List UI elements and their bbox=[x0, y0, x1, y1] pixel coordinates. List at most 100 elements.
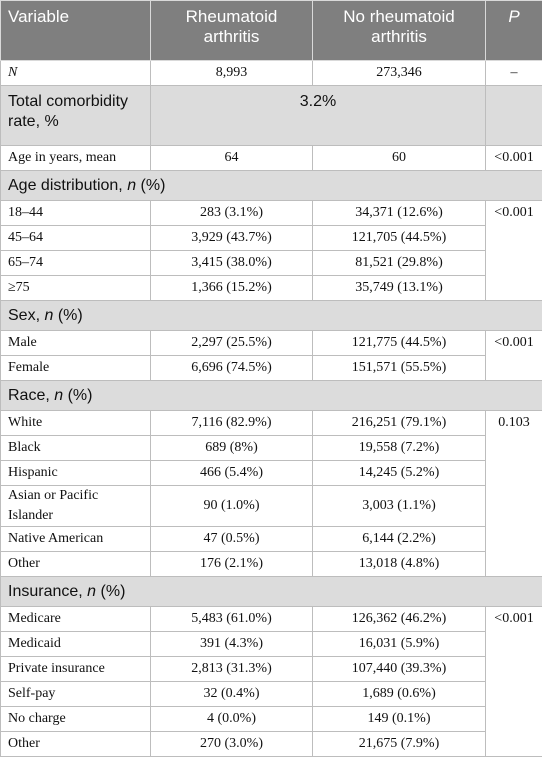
table-cell: <0.001 bbox=[485, 145, 542, 171]
cell-text: n bbox=[44, 306, 54, 324]
table-cell: 107,440 (39.3%) bbox=[312, 656, 486, 682]
cell-text: 3,415 (38.0%) bbox=[191, 255, 272, 270]
cell-text: <0.001 bbox=[494, 335, 534, 350]
table-cell: 35,749 (13.1%) bbox=[312, 275, 486, 301]
table-cell: Self-pay bbox=[0, 681, 151, 707]
table-row: Age distribution, n (%) bbox=[0, 170, 542, 201]
cell-text: 6,696 (74.5%) bbox=[191, 360, 272, 375]
cell-text: 1,689 (0.6%) bbox=[362, 686, 436, 701]
table-row: Male 2,297 (25.5%) 121,775 (44.5%) <0.001 bbox=[0, 330, 542, 381]
section-header: Insurance, n (%) bbox=[0, 576, 542, 607]
cell-text: 0.103 bbox=[498, 415, 530, 430]
table-cell: 8,993 bbox=[150, 60, 313, 86]
table-row: Race, n (%) bbox=[0, 380, 542, 411]
cell-text: Sex, bbox=[8, 306, 45, 324]
cell-text: 5,483 (61.0%) bbox=[191, 611, 272, 626]
table-cell: 149 (0.1%) bbox=[312, 706, 486, 732]
cell-text: White bbox=[8, 415, 43, 430]
table-row: N 8,993 273,346 – bbox=[0, 60, 542, 86]
table-row: Female 6,696 (74.5%) 151,571 (55.5%) bbox=[0, 355, 542, 381]
table-cell: Other bbox=[0, 551, 151, 577]
cell-text: No rheumatoid arthritis bbox=[343, 7, 455, 46]
table-cell: 3.2% bbox=[150, 85, 486, 146]
table-row: ≥75 1,366 (15.2%) 35,749 (13.1%) bbox=[0, 275, 542, 301]
cell-text: Black bbox=[8, 440, 41, 455]
cell-text: 47 (0.5%) bbox=[203, 531, 260, 546]
table-row: Variable Rheumatoid arthritis No rheumatoi… bbox=[0, 0, 542, 61]
cell-text: 1,366 (15.2%) bbox=[191, 280, 272, 295]
cell-text: Native American bbox=[8, 531, 104, 546]
table-cell: Black bbox=[0, 435, 151, 461]
header-cell: P bbox=[485, 0, 542, 61]
table-row: Medicare 5,483 (61.0%) 126,362 (46.2%) <0.0… bbox=[0, 606, 542, 757]
cell-text: N bbox=[8, 65, 18, 80]
table-cell: Private insurance bbox=[0, 656, 151, 682]
cell-text: 3.2% bbox=[299, 93, 337, 110]
cell-text: 21,675 (7.9%) bbox=[358, 736, 440, 751]
table-row: White 7,116 (82.9%) 216,251 (79.1%) 0.103 bbox=[0, 410, 542, 577]
table-cell: 2,297 (25.5%) bbox=[150, 330, 313, 356]
table-cell: 81,521 (29.8%) bbox=[312, 250, 486, 276]
table-cell: 18–44 bbox=[0, 200, 151, 226]
table-cell: 391 (4.3%) bbox=[150, 631, 313, 657]
table-cell: 3,003 (1.1%) bbox=[312, 485, 486, 527]
table-cell: 1,366 (15.2%) bbox=[150, 275, 313, 301]
cell-text: (%) bbox=[53, 306, 83, 324]
cell-text: 18–44 bbox=[8, 205, 43, 220]
cell-text: Variable bbox=[8, 7, 70, 26]
cell-text: 7,116 (82.9%) bbox=[191, 415, 272, 430]
cell-text: 149 (0.1%) bbox=[367, 711, 431, 726]
cell-text: 151,571 (55.5%) bbox=[351, 360, 447, 375]
cell-text: Rheumatoid arthritis bbox=[185, 7, 278, 46]
cell-text: Race, bbox=[8, 386, 55, 404]
table-cell: – bbox=[485, 60, 542, 86]
table-row: Total comorbidity rate, % 3.2% bbox=[0, 85, 542, 146]
table-cell bbox=[485, 85, 542, 146]
cell-text: ≥75 bbox=[8, 280, 30, 295]
table-cell: 90 (1.0%) bbox=[150, 485, 313, 527]
table-cell: Age in years, mean bbox=[0, 145, 151, 171]
table-cell: Hispanic bbox=[0, 460, 151, 486]
table-row: Asian or Pacific Islander 90 (1.0%) 3,003 … bbox=[0, 485, 542, 527]
table-row: Sex, n (%) bbox=[0, 300, 542, 331]
table-cell: Medicare bbox=[0, 606, 151, 632]
cell-text: 14,245 (5.2%) bbox=[358, 465, 440, 480]
table-cell: 270 (3.0%) bbox=[150, 731, 313, 757]
cell-text: 283 (3.1%) bbox=[200, 205, 263, 220]
p-value-cell: 0.103 bbox=[485, 410, 542, 577]
table-cell: Native American bbox=[0, 526, 151, 552]
table-cell: 3,929 (43.7%) bbox=[150, 225, 313, 251]
table-cell: Asian or Pacific Islander bbox=[0, 485, 151, 527]
cell-text: P bbox=[508, 7, 520, 26]
p-value-cell: <0.001 bbox=[485, 200, 542, 301]
cell-text: 6,144 (2.2%) bbox=[362, 531, 436, 546]
cell-text: 126,362 (46.2%) bbox=[351, 611, 447, 626]
cell-text: 65–74 bbox=[8, 255, 43, 270]
cell-text: 34,371 (12.6%) bbox=[355, 205, 443, 220]
table-cell: White bbox=[0, 410, 151, 436]
table-row: Medicaid 391 (4.3%) 16,031 (5.9%) bbox=[0, 631, 542, 657]
cell-text: (%) bbox=[136, 176, 166, 194]
cell-text: 2,297 (25.5%) bbox=[191, 335, 272, 350]
table-cell: Male bbox=[0, 330, 151, 356]
table-cell: 19,558 (7.2%) bbox=[312, 435, 486, 461]
table-cell: No charge bbox=[0, 706, 151, 732]
cell-text: Private insurance bbox=[8, 661, 105, 676]
cell-text: 60 bbox=[392, 150, 406, 165]
cell-text: Total comorbidity rate, % bbox=[8, 93, 129, 130]
table-cell: 151,571 (55.5%) bbox=[312, 355, 486, 381]
table-cell: 64 bbox=[150, 145, 313, 171]
cell-text: 216,251 (79.1%) bbox=[351, 415, 447, 430]
table-cell: ≥75 bbox=[0, 275, 151, 301]
table-cell: 16,031 (5.9%) bbox=[312, 631, 486, 657]
cell-text: 3,003 (1.1%) bbox=[362, 498, 436, 513]
cell-text: 121,705 (44.5%) bbox=[351, 230, 447, 245]
cell-text: Female bbox=[8, 360, 50, 375]
table-cell: 3,415 (38.0%) bbox=[150, 250, 313, 276]
cell-text: 35,749 (13.1%) bbox=[355, 280, 443, 295]
table-cell: 689 (8%) bbox=[150, 435, 313, 461]
cell-text: 90 (1.0%) bbox=[203, 498, 260, 513]
cell-text: 19,558 (7.2%) bbox=[358, 440, 440, 455]
table-cell: 121,775 (44.5%) bbox=[312, 330, 486, 356]
